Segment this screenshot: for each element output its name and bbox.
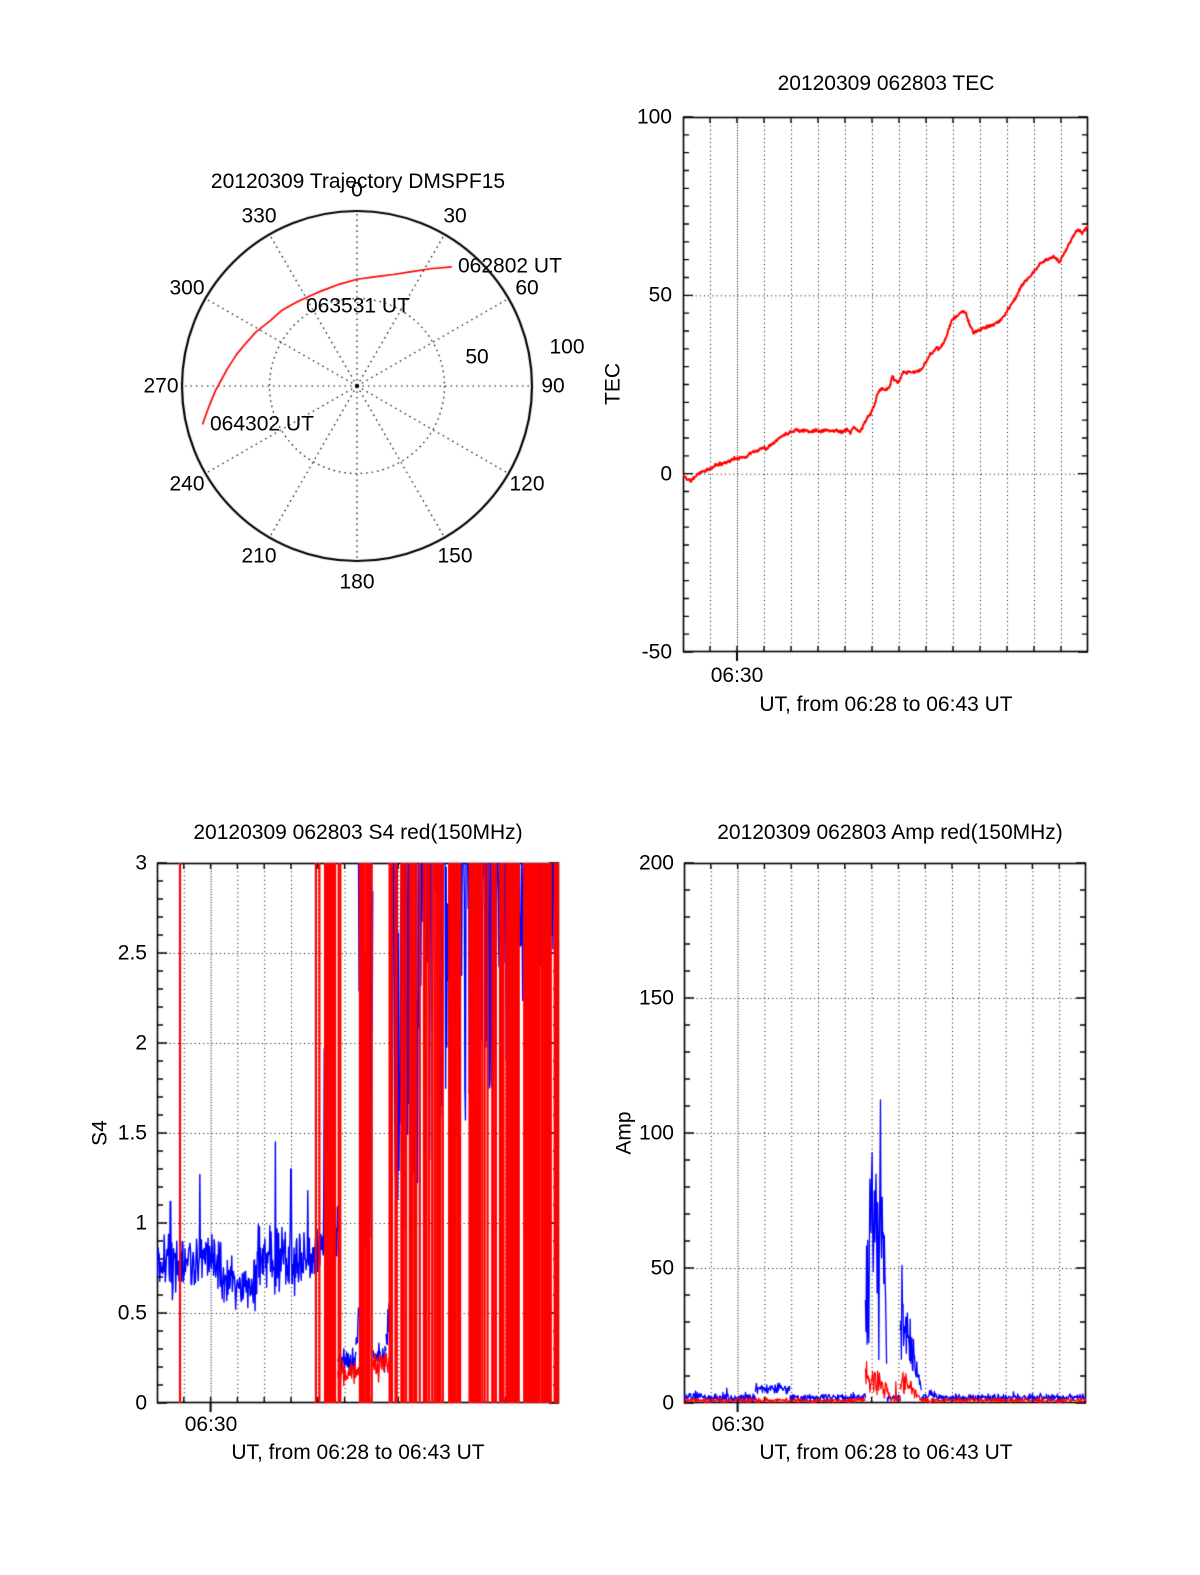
amp-ytick-50: 50 [650,1256,674,1280]
azimuth-tick-0: 0 [351,178,363,202]
s4-y-axis-label: S4 [88,1120,112,1146]
tec-ytick-100: 100 [636,105,672,129]
azimuth-tick-60: 60 [515,276,539,300]
tec-y-axis-label: TEC [601,363,625,405]
s4-ytick-1p5: 1.5 [117,1121,147,1145]
amp-xtick-0630: 06:30 [711,1413,765,1436]
azimuth-tick-240: 240 [169,472,205,496]
amp-y-axis-label: Amp [612,1111,636,1155]
azimuth-tick-30: 30 [443,204,467,228]
azimuth-tick-270: 270 [143,374,179,398]
tec-ytick-neg50: -50 [641,640,672,664]
tec-ytick-0: 0 [660,462,672,486]
radial-tick-50: 50 [465,345,489,369]
azimuth-tick-300: 300 [169,276,205,300]
amp-x-axis-label: UT, from 06:28 to 06:43 UT [759,1441,1013,1464]
trajectory-mid-annotation: 063531 UT [306,294,410,318]
tec-title: 20120309 062803 TEC [777,72,995,95]
s4-ytick-2p5: 2.5 [117,941,147,965]
azimuth-tick-180: 180 [339,570,375,594]
s4-xtick-0630: 06:30 [184,1413,238,1436]
s4-x-axis-label: UT, from 06:28 to 06:43 UT [231,1441,485,1464]
s4-ytick-0: 0 [135,1391,147,1415]
s4-title: 20120309 062803 S4 red(150MHz) [193,821,523,844]
amp-ytick-200: 200 [638,851,674,875]
tec-ytick-50: 50 [648,283,672,307]
trajectory-end-annotation: 064302 UT [210,412,314,436]
s4-ytick-3: 3 [135,851,147,875]
tec-x-axis-label: UT, from 06:28 to 06:43 UT [759,693,1013,716]
amp-ytick-0: 0 [662,1391,674,1415]
azimuth-tick-330: 330 [241,204,277,228]
tec-xtick-0630: 06:30 [710,664,764,687]
azimuth-tick-90: 90 [541,374,565,398]
s4-ytick-2: 2 [135,1031,147,1055]
trajectory-title: 20120309 Trajectory DMSPF15 [210,170,506,193]
amp-ytick-100: 100 [638,1121,674,1145]
s4-ytick-0p5: 0.5 [117,1301,147,1325]
s4-ytick-1: 1 [135,1211,147,1235]
azimuth-tick-120: 120 [509,472,545,496]
radial-tick-100: 100 [549,335,585,359]
trajectory-start-annotation: 062802 UT [458,254,562,278]
azimuth-tick-150: 150 [437,544,473,568]
azimuth-tick-210: 210 [241,544,277,568]
amp-ytick-150: 150 [638,986,674,1010]
amp-title: 20120309 062803 Amp red(150MHz) [717,821,1063,844]
